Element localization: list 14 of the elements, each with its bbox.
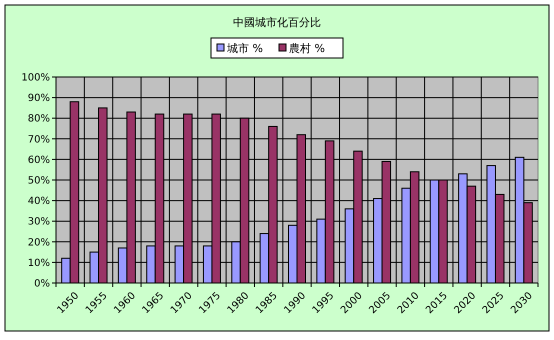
y-tick-label: 40% <box>28 196 50 208</box>
y-tick-label: 100% <box>21 72 50 84</box>
y-tick-label: 80% <box>28 114 50 125</box>
legend-label: 城市 % <box>226 42 263 55</box>
y-tick-label: 10% <box>28 258 50 269</box>
y-tick-label: 60% <box>28 154 50 166</box>
y-tick-label: 20% <box>28 237 50 248</box>
y-tick-label: 70% <box>28 134 50 146</box>
y-tick-label: 0% <box>34 278 50 290</box>
chart-title: 中國城市化百分比 <box>233 16 321 29</box>
y-tick-label: 30% <box>28 216 50 228</box>
legend-label: 農村 % <box>289 42 325 55</box>
y-tick-label: 50% <box>28 176 50 186</box>
y-tick-label: 90% <box>28 93 50 104</box>
